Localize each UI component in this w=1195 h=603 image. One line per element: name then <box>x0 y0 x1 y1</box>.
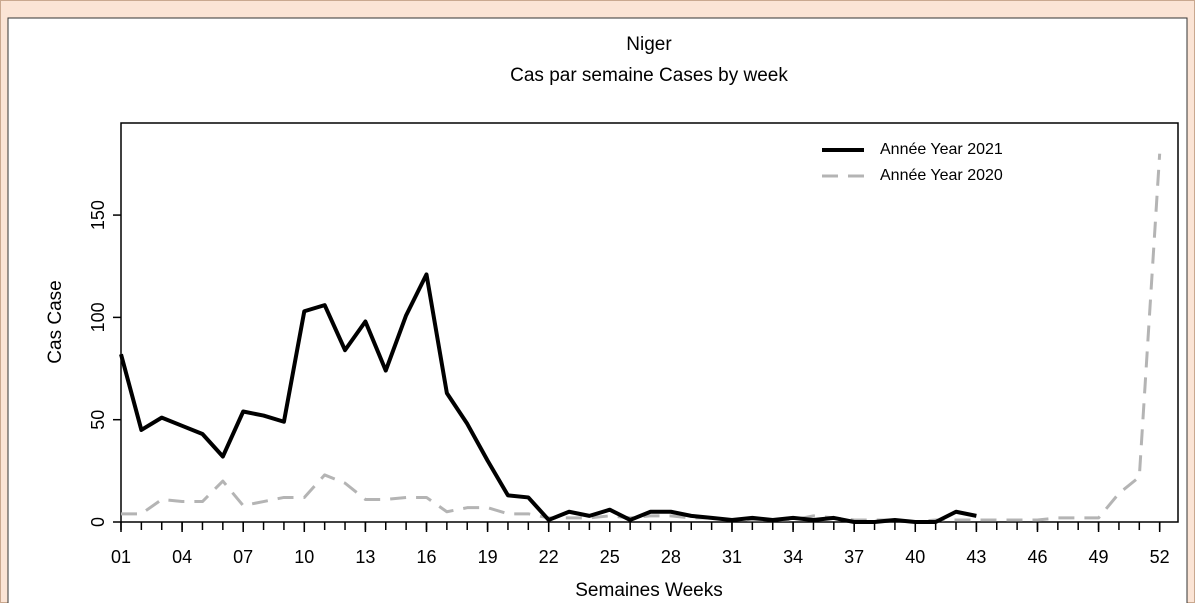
y-tick-label: 150 <box>88 200 108 230</box>
x-tick-label: 49 <box>1089 547 1109 567</box>
series-line <box>121 153 1162 524</box>
chart-title: Niger <box>626 34 672 55</box>
legend-label: Année Year 2021 <box>880 141 1003 158</box>
y-axis-label: Cas Case <box>45 280 66 363</box>
x-tick-label: 34 <box>783 547 803 567</box>
y-tick-label: 100 <box>88 302 108 332</box>
x-tick-label: 13 <box>355 547 375 567</box>
x-tick-label: 52 <box>1150 547 1170 567</box>
x-tick-label: 16 <box>416 547 436 567</box>
x-tick-label: 28 <box>661 547 681 567</box>
x-tick-label: 25 <box>600 547 620 567</box>
plot-frame <box>120 122 1179 523</box>
x-tick-label: 43 <box>966 547 986 567</box>
x-tick-label: 19 <box>478 547 498 567</box>
x-axis-label: Semaines Weeks <box>575 580 723 601</box>
x-tick-label: 37 <box>844 547 864 567</box>
x-tick-label: 22 <box>539 547 559 567</box>
chart-subtitle: Cas par semaine Cases by week <box>510 65 788 86</box>
y-tick-label: 50 <box>88 410 108 430</box>
y-tick-label: 0 <box>88 517 108 527</box>
x-tick-label: 04 <box>172 547 192 567</box>
x-tick-label: 40 <box>905 547 925 567</box>
x-tick-label: 31 <box>722 547 742 567</box>
x-tick-label: 01 <box>111 547 131 567</box>
panel <box>7 17 1188 603</box>
legend-label: Année Year 2020 <box>880 167 1003 184</box>
x-tick-label: 46 <box>1027 547 1047 567</box>
x-tick-label: 10 <box>294 547 314 567</box>
series-line <box>119 272 977 524</box>
x-tick-label: 07 <box>233 547 253 567</box>
